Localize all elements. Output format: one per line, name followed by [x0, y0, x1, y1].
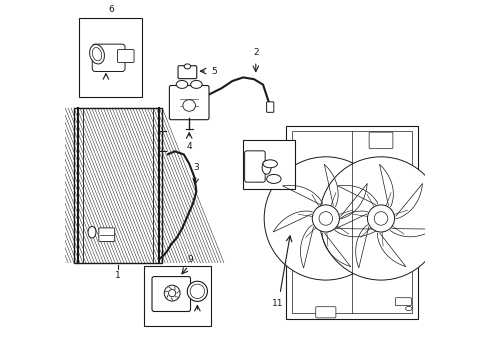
Circle shape [374, 212, 388, 225]
FancyBboxPatch shape [369, 132, 393, 149]
Text: 10: 10 [192, 315, 203, 324]
Text: 8: 8 [298, 192, 304, 201]
Text: 11: 11 [271, 299, 283, 308]
FancyBboxPatch shape [99, 228, 115, 242]
Circle shape [319, 212, 333, 225]
FancyBboxPatch shape [316, 307, 336, 318]
Circle shape [164, 285, 180, 301]
Ellipse shape [88, 226, 96, 238]
FancyBboxPatch shape [178, 66, 197, 79]
FancyBboxPatch shape [267, 102, 274, 112]
Ellipse shape [90, 45, 104, 64]
FancyBboxPatch shape [118, 50, 134, 63]
Text: 6: 6 [108, 5, 114, 14]
Ellipse shape [263, 160, 277, 168]
Ellipse shape [176, 81, 188, 88]
Circle shape [264, 157, 388, 280]
Circle shape [190, 284, 204, 298]
Bar [144, 266, 211, 326]
Circle shape [187, 281, 207, 301]
Circle shape [312, 205, 340, 232]
FancyBboxPatch shape [395, 298, 411, 306]
Text: 3: 3 [194, 163, 199, 172]
Ellipse shape [184, 64, 191, 69]
FancyBboxPatch shape [170, 85, 209, 120]
FancyBboxPatch shape [245, 151, 265, 182]
Text: 5: 5 [211, 67, 217, 76]
Text: 7: 7 [103, 82, 109, 91]
FancyBboxPatch shape [152, 276, 191, 311]
FancyBboxPatch shape [92, 44, 125, 72]
Bar [79, 18, 143, 97]
Ellipse shape [406, 306, 412, 311]
Bar [243, 140, 295, 189]
Ellipse shape [92, 48, 102, 61]
Ellipse shape [191, 81, 202, 88]
Bar [292, 131, 413, 313]
Text: 4: 4 [186, 142, 192, 151]
Text: 2: 2 [253, 48, 259, 57]
Bar [286, 126, 418, 319]
Circle shape [169, 289, 176, 297]
Ellipse shape [262, 161, 271, 174]
Circle shape [368, 205, 394, 232]
Text: 9: 9 [187, 255, 193, 264]
Ellipse shape [267, 174, 281, 183]
Bar [74, 108, 162, 263]
Circle shape [319, 157, 442, 280]
Ellipse shape [183, 100, 196, 111]
Text: 1: 1 [115, 271, 121, 280]
